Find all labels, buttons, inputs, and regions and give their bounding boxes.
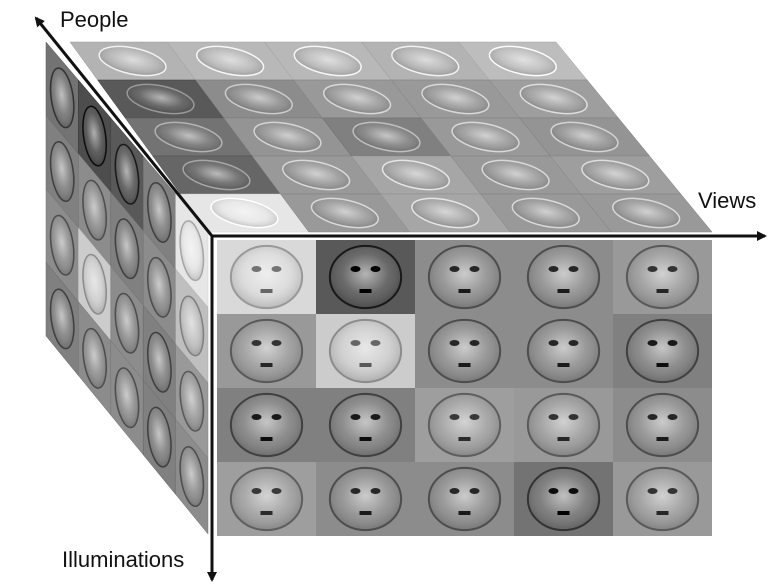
face-image bbox=[126, 83, 195, 115]
people-axis-arrow bbox=[34, 16, 214, 237]
front-face-tile bbox=[415, 462, 514, 536]
front-face-tile bbox=[316, 388, 415, 462]
face-image bbox=[179, 446, 205, 508]
face-image bbox=[114, 292, 140, 354]
face-image bbox=[352, 121, 421, 153]
front-face-tile bbox=[514, 388, 613, 462]
face-image bbox=[328, 392, 403, 458]
face-image bbox=[421, 83, 490, 115]
front-face-tile bbox=[613, 314, 712, 388]
cube-front-face bbox=[217, 240, 712, 536]
face-image bbox=[179, 220, 205, 282]
face-image bbox=[146, 181, 172, 243]
face-image bbox=[511, 197, 580, 229]
face-image bbox=[625, 244, 700, 310]
face-image bbox=[550, 121, 619, 153]
face-image bbox=[82, 253, 108, 315]
face-image bbox=[210, 197, 279, 229]
face-image bbox=[526, 318, 601, 384]
face-image bbox=[612, 197, 681, 229]
illuminations-axis-label: Illuminations bbox=[62, 547, 184, 572]
front-face-tile bbox=[217, 240, 316, 314]
face-image bbox=[328, 466, 403, 532]
front-face-tile bbox=[217, 388, 316, 462]
face-image bbox=[481, 159, 550, 191]
face-image bbox=[526, 392, 601, 458]
face-image bbox=[328, 244, 403, 310]
face-image bbox=[519, 83, 588, 115]
front-face-tile bbox=[514, 314, 613, 388]
face-image bbox=[427, 392, 502, 458]
face-image bbox=[282, 159, 351, 191]
people-axis-label: People bbox=[60, 7, 129, 32]
face-image bbox=[229, 318, 304, 384]
face-image bbox=[581, 159, 650, 191]
face-image bbox=[82, 327, 108, 389]
face-image bbox=[526, 466, 601, 532]
front-face-tile bbox=[415, 240, 514, 314]
front-face-tile bbox=[613, 462, 712, 536]
face-image bbox=[179, 370, 205, 432]
face-image bbox=[49, 67, 75, 129]
cube-top-face bbox=[69, 41, 713, 233]
face-image bbox=[114, 143, 140, 205]
face-image bbox=[229, 392, 304, 458]
face-image bbox=[49, 214, 75, 276]
face-image bbox=[328, 318, 403, 384]
face-image bbox=[82, 105, 108, 167]
front-face-tile bbox=[613, 388, 712, 462]
face-image bbox=[253, 121, 322, 153]
face-image bbox=[427, 466, 502, 532]
front-face-tile bbox=[316, 314, 415, 388]
face-image bbox=[114, 218, 140, 280]
face-image bbox=[293, 45, 362, 77]
face-image bbox=[179, 295, 205, 357]
face-image bbox=[146, 331, 172, 393]
face-image bbox=[488, 45, 557, 77]
face-image bbox=[526, 244, 601, 310]
face-image bbox=[625, 318, 700, 384]
face-image bbox=[82, 179, 108, 241]
face-image bbox=[224, 83, 293, 115]
views-axis-label: Views bbox=[698, 188, 756, 213]
front-face-tile bbox=[613, 240, 712, 314]
face-image bbox=[625, 466, 700, 532]
face-image bbox=[154, 121, 223, 153]
front-face-tile bbox=[316, 240, 415, 314]
front-face-tile bbox=[415, 388, 514, 462]
face-image bbox=[451, 121, 520, 153]
face-image bbox=[229, 466, 304, 532]
cube-side-face bbox=[45, 41, 209, 535]
face-image bbox=[625, 392, 700, 458]
face-image bbox=[411, 197, 480, 229]
front-face-tile bbox=[514, 240, 613, 314]
face-image bbox=[381, 159, 451, 191]
face-image bbox=[49, 141, 75, 203]
face-image bbox=[427, 318, 502, 384]
face-image bbox=[98, 45, 167, 77]
face-image bbox=[322, 83, 392, 115]
front-face-tile bbox=[415, 314, 514, 388]
front-face-tile bbox=[316, 462, 415, 536]
front-face-tile bbox=[217, 314, 316, 388]
face-image bbox=[391, 45, 460, 77]
face-image bbox=[146, 406, 172, 468]
face-image bbox=[229, 244, 304, 310]
face-image bbox=[146, 256, 172, 318]
face-image bbox=[310, 197, 379, 229]
face-image bbox=[49, 288, 75, 350]
front-face-tile bbox=[217, 462, 316, 536]
front-face-tile bbox=[514, 462, 613, 536]
face-image bbox=[114, 367, 140, 429]
face-image bbox=[182, 159, 251, 191]
face-image bbox=[196, 45, 265, 77]
face-image bbox=[427, 244, 502, 310]
